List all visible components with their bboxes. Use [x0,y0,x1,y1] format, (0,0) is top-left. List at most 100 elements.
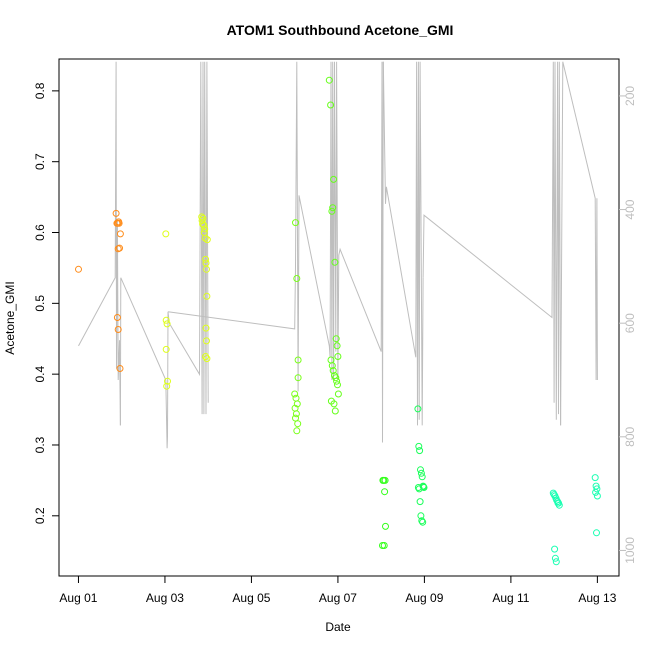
altitude-line [167,61,339,392]
data-point [293,275,301,282]
data-point [417,512,425,520]
x-tick-label: Aug 13 [578,591,616,605]
y-tick-label: 0.8 [33,82,47,99]
data-point [115,219,123,227]
x-tick-label: Aug 03 [146,591,184,605]
data-point [593,492,601,500]
data-point [414,484,422,491]
data-point [164,377,171,385]
data-point [418,517,426,525]
data-point [330,175,338,183]
data-point [162,316,170,324]
data-point [294,374,302,382]
data-point [380,542,388,549]
x-axis-label: Date [325,620,351,634]
data-point [334,381,341,389]
data-point [334,353,342,360]
y-tick-label: 0.6 [33,224,47,241]
data-point [163,382,171,390]
data-point [419,518,427,526]
data-point [292,219,299,227]
data-point [415,485,423,493]
data-point [292,414,299,422]
data-point [113,314,121,321]
y2-tick-label: 200 [623,86,637,106]
data-point [332,374,340,382]
data-points [75,76,601,566]
data-point [202,324,210,332]
data-point [550,491,558,499]
data-point [328,362,336,370]
y2-tick-label: 400 [623,199,637,219]
x-tick-label: Aug 05 [232,591,270,605]
data-point [416,447,424,455]
y-tick-label: 0.3 [33,436,47,453]
altitude-lines [78,61,598,449]
data-point [114,326,122,333]
data-point [327,101,335,109]
data-point [418,473,426,481]
x-tick-label: Aug 11 [492,591,529,605]
data-point [592,488,600,496]
altitude-line [337,61,384,443]
data-point [116,244,123,252]
y-axis-label: Acetone_GMI [3,281,17,354]
data-point [75,265,82,273]
data-point [329,204,337,212]
x-tick-label: Aug 07 [319,591,357,605]
data-point [552,558,560,566]
data-point [162,230,170,238]
data-point [328,207,336,215]
data-point [203,292,211,300]
data-point [199,214,207,222]
data-point [203,236,211,244]
data-point [294,420,302,428]
y2-tick-label: 600 [623,313,637,333]
data-point [417,469,425,477]
data-point [116,230,124,238]
data-point [591,474,599,482]
data-point [198,213,206,221]
data-point [593,485,601,493]
y-tick-label: 0.4 [33,365,47,382]
y-axis: 0.2 0.3 0.4 0.5 0.6 0.7 0.8 [33,82,59,524]
data-point [415,442,423,450]
data-point [331,258,339,266]
data-point [163,320,171,328]
x-tick-label: Aug 01 [59,591,97,605]
data-point [417,466,424,474]
data-point [333,377,341,385]
data-point [420,483,427,491]
plot-frame [58,58,620,577]
data-point [333,342,341,350]
altitude-line [119,61,209,449]
data-point [203,265,210,273]
right-y-axis: 200 400 600 800 1000 [619,86,637,564]
y-tick-label: 0.5 [33,295,47,312]
altitude-line [382,61,424,426]
y2-tick-label: 800 [623,426,637,446]
data-point [293,427,301,435]
altitude-line [78,61,121,426]
data-point [202,255,210,263]
data-point [331,407,339,415]
data-point [414,405,422,413]
data-point [382,522,389,530]
data-point [416,498,424,506]
data-point [200,221,208,229]
y-tick-label: 0.2 [33,507,47,524]
data-point [551,545,559,553]
data-point [293,400,301,408]
data-point [292,394,300,402]
data-point [381,488,389,496]
data-point [201,225,209,233]
data-point [203,355,211,363]
data-point [330,400,338,408]
data-point [291,390,299,398]
data-point [203,337,210,345]
altitude-line [560,61,598,426]
data-point [294,356,302,364]
data-point [112,209,120,217]
data-point [325,76,333,84]
